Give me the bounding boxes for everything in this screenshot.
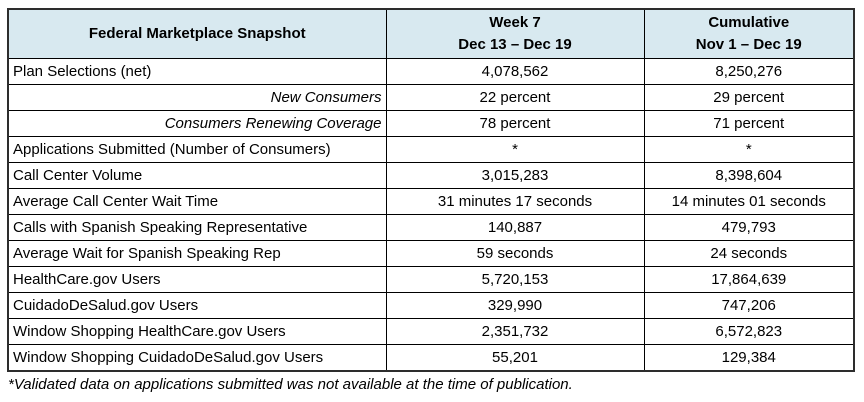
cumulative-value: 129,384 bbox=[643, 344, 855, 372]
week-value: 4,078,562 bbox=[385, 58, 645, 85]
row-label: Window Shopping HealthCare.gov Users bbox=[7, 318, 387, 345]
table-row: Average Wait for Spanish Speaking Rep 59… bbox=[7, 240, 855, 267]
row-label: Average Wait for Spanish Speaking Rep bbox=[7, 240, 387, 267]
table-title-text: Federal Marketplace Snapshot bbox=[88, 25, 306, 42]
week-value: 55,201 bbox=[385, 344, 645, 372]
week-value: 140,887 bbox=[385, 214, 645, 241]
week-value: 22 percent bbox=[385, 84, 645, 111]
cumulative-value: 479,793 bbox=[643, 214, 855, 241]
week-value: 5,720,153 bbox=[385, 266, 645, 293]
column-header-week: Week 7 Dec 13 – Dec 19 bbox=[385, 8, 645, 59]
week-value: 59 seconds bbox=[385, 240, 645, 267]
week-value: 329,990 bbox=[385, 292, 645, 319]
row-label: Average Call Center Wait Time bbox=[7, 188, 387, 215]
week-value: 2,351,732 bbox=[385, 318, 645, 345]
row-label: Plan Selections (net) bbox=[7, 58, 387, 85]
cumulative-value: 14 minutes 01 seconds bbox=[643, 188, 855, 215]
cumulative-value: 8,250,276 bbox=[643, 58, 855, 85]
table-row: Window Shopping CuidadoDeSalud.gov Users… bbox=[7, 344, 855, 372]
cumulative-header-line1: Cumulative bbox=[708, 14, 790, 31]
table-row: New Consumers 22 percent 29 percent bbox=[7, 84, 855, 111]
cumulative-value: 8,398,604 bbox=[643, 162, 855, 189]
week-value: 31 minutes 17 seconds bbox=[385, 188, 645, 215]
federal-marketplace-snapshot-table: Federal Marketplace Snapshot Week 7 Dec … bbox=[7, 8, 855, 372]
row-label: Consumers Renewing Coverage bbox=[7, 110, 387, 137]
table-title: Federal Marketplace Snapshot bbox=[7, 8, 387, 59]
cumulative-header-line2: Nov 1 – Dec 19 bbox=[695, 36, 802, 53]
column-header-cumulative: Cumulative Nov 1 – Dec 19 bbox=[643, 8, 855, 59]
table-row: Window Shopping HealthCare.gov Users 2,3… bbox=[7, 318, 855, 345]
table-row: Plan Selections (net) 4,078,562 8,250,27… bbox=[7, 58, 855, 85]
row-label: HealthCare.gov Users bbox=[7, 266, 387, 293]
row-label: CuidadoDeSalud.gov Users bbox=[7, 292, 387, 319]
table-row: Applications Submitted (Number of Consum… bbox=[7, 136, 855, 163]
row-label: Window Shopping CuidadoDeSalud.gov Users bbox=[7, 344, 387, 372]
week-value: * bbox=[385, 136, 645, 163]
cumulative-value: * bbox=[643, 136, 855, 163]
table-row: Consumers Renewing Coverage 78 percent 7… bbox=[7, 110, 855, 137]
cumulative-value: 6,572,823 bbox=[643, 318, 855, 345]
week-header-line1: Week 7 bbox=[489, 14, 541, 31]
cumulative-value: 71 percent bbox=[643, 110, 855, 137]
cumulative-value: 747,206 bbox=[643, 292, 855, 319]
week-header-line2: Dec 13 – Dec 19 bbox=[458, 36, 572, 53]
table-row: Average Call Center Wait Time 31 minutes… bbox=[7, 188, 855, 215]
week-value: 78 percent bbox=[385, 110, 645, 137]
week-value: 3,015,283 bbox=[385, 162, 645, 189]
table-row: HealthCare.gov Users 5,720,153 17,864,63… bbox=[7, 266, 855, 293]
row-label: Applications Submitted (Number of Consum… bbox=[7, 136, 387, 163]
table-row: Calls with Spanish Speaking Representati… bbox=[7, 214, 855, 241]
header-row: Federal Marketplace Snapshot Week 7 Dec … bbox=[7, 8, 855, 59]
row-label: Call Center Volume bbox=[7, 162, 387, 189]
cumulative-value: 17,864,639 bbox=[643, 266, 855, 293]
validation-footnote: *Validated data on applications submitte… bbox=[8, 376, 573, 393]
cumulative-value: 29 percent bbox=[643, 84, 855, 111]
cumulative-value: 24 seconds bbox=[643, 240, 855, 267]
table-row: CuidadoDeSalud.gov Users 329,990 747,206 bbox=[7, 292, 855, 319]
row-label: Calls with Spanish Speaking Representati… bbox=[7, 214, 387, 241]
row-label: New Consumers bbox=[7, 84, 387, 111]
table-row: Call Center Volume 3,015,283 8,398,604 bbox=[7, 162, 855, 189]
